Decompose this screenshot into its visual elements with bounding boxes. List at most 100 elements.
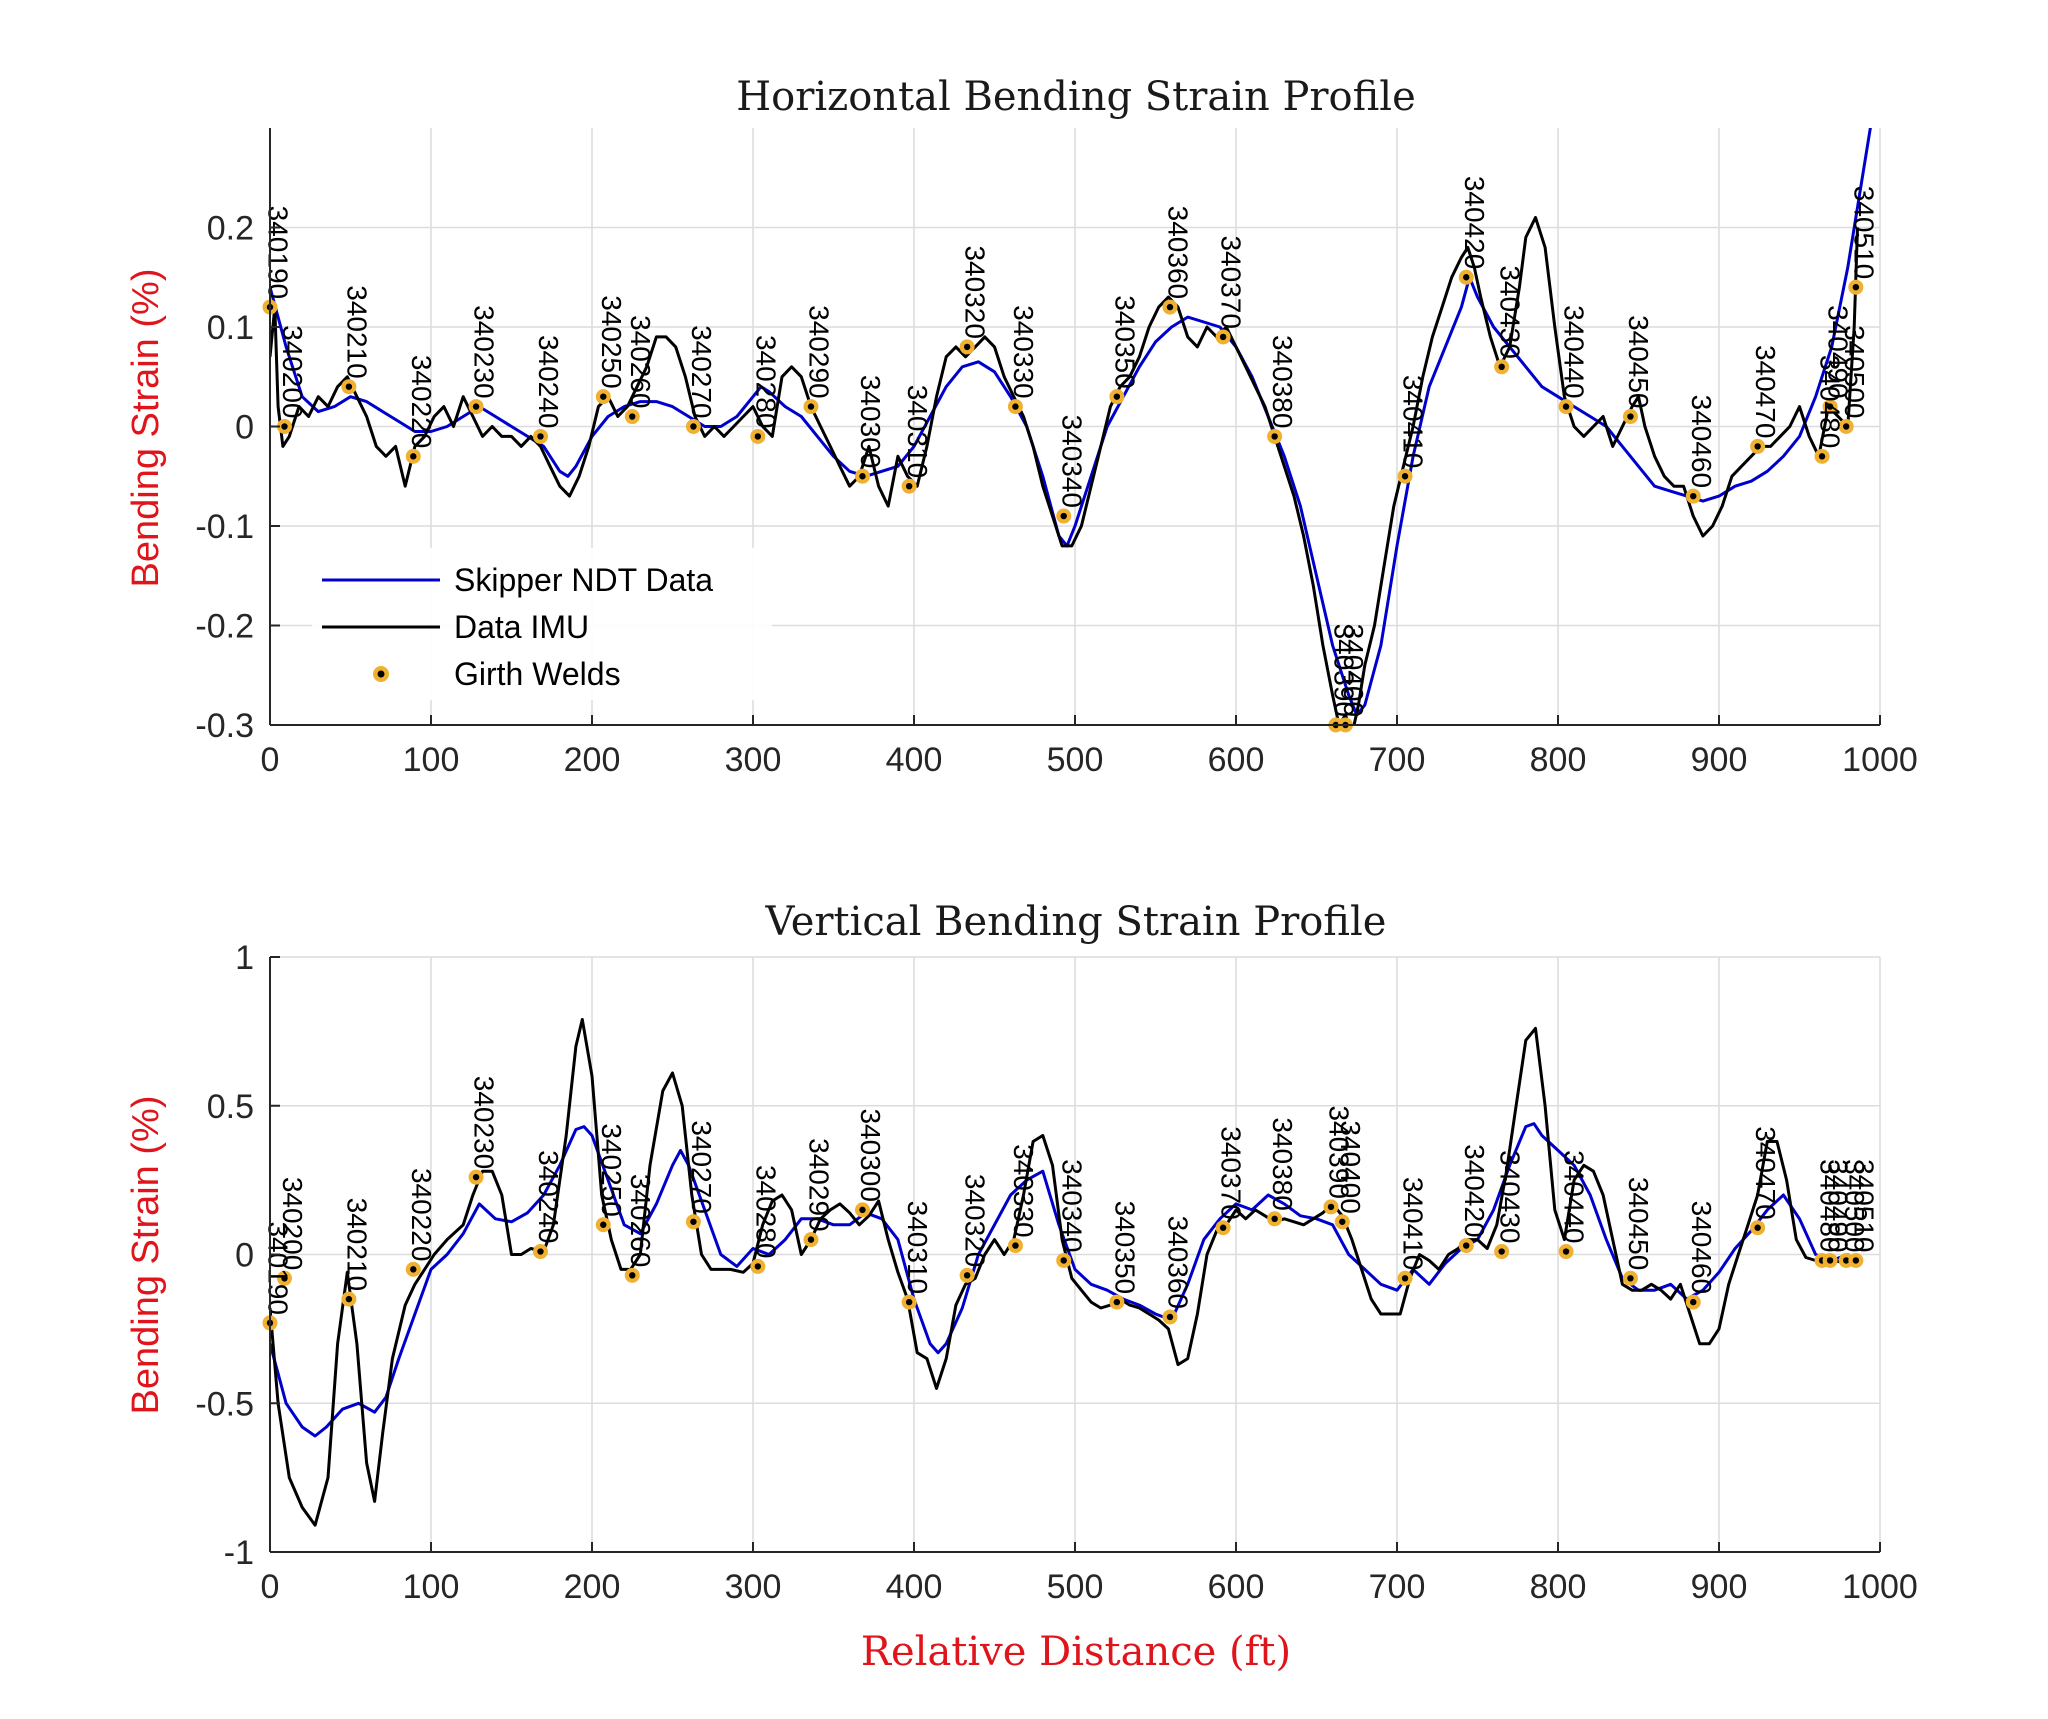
vertical-plot-axes bbox=[269, 956, 1881, 1553]
horizontal-plot-ylabel: Bending Strain (%) bbox=[125, 269, 167, 588]
horizontal-y-tick-label-2: -0.1 bbox=[195, 508, 254, 546]
vertical-x-tick-label-4: 400 bbox=[886, 1568, 943, 1606]
vertical-plot-ylabel: Bending Strain (%) bbox=[125, 1096, 167, 1415]
horizontal-weld-marker-center-12 bbox=[905, 483, 913, 490]
vertical-weld-marker-center-27 bbox=[1690, 1298, 1697, 1306]
vertical-weld-marker-center-7 bbox=[629, 1272, 636, 1279]
vertical-x-tick-label-8: 800 bbox=[1530, 1568, 1587, 1606]
vertical-weld-marker-center-2 bbox=[345, 1295, 353, 1303]
vertical-x-tick-label-7: 700 bbox=[1369, 1568, 1426, 1606]
vertical-weld-marker-center-21 bbox=[1339, 1218, 1346, 1225]
vertical-weld-label-22: 340410 bbox=[1398, 1177, 1429, 1270]
vertical-weld-label-8: 340270 bbox=[686, 1120, 717, 1213]
legend-label-imu: Data IMU bbox=[454, 609, 589, 645]
vertical-weld-label-4: 340230 bbox=[469, 1076, 500, 1169]
horizontal-weld-label-28: 340470 bbox=[1750, 345, 1781, 438]
vertical-weld-label-2: 340210 bbox=[342, 1198, 373, 1291]
horizontal-weld-label-17: 340360 bbox=[1163, 206, 1194, 299]
horizontal-plot-axes bbox=[269, 128, 1881, 726]
vertical-y-tick-label-3: 0.5 bbox=[207, 1088, 254, 1126]
horizontal-x-tick-label-8: 800 bbox=[1530, 741, 1587, 779]
horizontal-weld-marker-center-22 bbox=[1401, 473, 1409, 480]
horizontal-weld-label-19: 340380 bbox=[1267, 335, 1298, 428]
vertical-weld-marker-center-31 bbox=[1842, 1257, 1850, 1264]
vertical-skipper-ndt-line bbox=[270, 1122, 1857, 1438]
vertical-weld-marker-center-22 bbox=[1401, 1275, 1409, 1282]
vertical-weld-label-26: 340450 bbox=[1623, 1177, 1654, 1270]
horizontal-weld-label-5: 340240 bbox=[533, 335, 564, 428]
horizontal-strain-plot: Horizontal Bending Strain Profile Bendin… bbox=[125, 74, 1918, 779]
vertical-weld-marker-center-9 bbox=[754, 1263, 762, 1270]
horizontal-weld-label-20: 340390 bbox=[1328, 624, 1359, 717]
horizontal-weld-label-27: 340460 bbox=[1686, 395, 1717, 488]
vertical-weld-label-15: 340340 bbox=[1056, 1159, 1087, 1252]
vertical-y-tick-label-4: 1 bbox=[235, 939, 254, 977]
vertical-weld-label-11: 340300 bbox=[855, 1108, 886, 1201]
vertical-weld-label-12: 340310 bbox=[902, 1201, 933, 1294]
vertical-weld-marker-center-28 bbox=[1754, 1224, 1761, 1231]
horizontal-weld-label-12: 340310 bbox=[902, 385, 933, 478]
vertical-weld-marker-center-11 bbox=[859, 1206, 866, 1214]
horizontal-weld-marker-center-30 bbox=[1826, 403, 1834, 410]
vertical-weld-marker-center-25 bbox=[1562, 1248, 1570, 1255]
horizontal-weld-marker-center-27 bbox=[1690, 492, 1697, 500]
vertical-y-tick-label-1: -0.5 bbox=[195, 1385, 254, 1423]
vertical-x-tick-label-10: 1000 bbox=[1842, 1568, 1918, 1606]
horizontal-x-tick-label-7: 700 bbox=[1369, 741, 1426, 779]
horizontal-weld-marker-center-24 bbox=[1498, 363, 1505, 370]
vertical-plot-girth-welds bbox=[262, 1169, 1864, 1331]
horizontal-weld-marker-center-15 bbox=[1060, 512, 1067, 520]
legend-label-welds: Girth Welds bbox=[454, 656, 621, 692]
horizontal-weld-marker-center-26 bbox=[1627, 413, 1634, 420]
horizontal-weld-marker-center-19 bbox=[1271, 433, 1278, 440]
vertical-weld-label-13: 340320 bbox=[960, 1174, 991, 1267]
vertical-weld-label-20: 340390 bbox=[1324, 1105, 1355, 1198]
horizontal-weld-marker-center-10 bbox=[807, 403, 815, 410]
horizontal-weld-marker-center-28 bbox=[1754, 443, 1761, 450]
horizontal-weld-label-31: 340500 bbox=[1839, 325, 1870, 418]
horizontal-x-tick-label-4: 400 bbox=[886, 741, 943, 779]
horizontal-x-tick-label-3: 300 bbox=[725, 741, 782, 779]
vertical-strain-plot: Vertical Bending Strain Profile Bending … bbox=[125, 899, 1918, 1675]
horizontal-x-tick-label-0: 0 bbox=[261, 741, 280, 779]
horizontal-weld-label-11: 340300 bbox=[855, 375, 886, 468]
horizontal-weld-label-21: 340400 bbox=[1338, 624, 1369, 717]
vertical-weld-marker-center-12 bbox=[905, 1298, 913, 1306]
horizontal-plot-weld-labels: 340190 340200 340210 340220 340230 340240 3402… bbox=[263, 176, 1880, 717]
horizontal-weld-label-9: 340280 bbox=[750, 335, 781, 428]
legend-label-skipper: Skipper NDT Data bbox=[454, 562, 713, 598]
vertical-weld-label-9: 340280 bbox=[750, 1165, 781, 1258]
vertical-weld-marker-center-1 bbox=[281, 1275, 288, 1282]
horizontal-weld-marker-center-23 bbox=[1463, 274, 1470, 281]
vertical-weld-label-24: 340430 bbox=[1494, 1150, 1525, 1243]
vertical-weld-label-18: 340370 bbox=[1216, 1126, 1247, 1219]
legend-swatch-welds-center bbox=[377, 670, 385, 678]
vertical-weld-marker-center-5 bbox=[537, 1248, 544, 1255]
horizontal-weld-marker-center-25 bbox=[1562, 403, 1570, 410]
vertical-weld-label-32: 340510 bbox=[1848, 1159, 1879, 1252]
horizontal-weld-label-0: 340190 bbox=[263, 206, 294, 299]
horizontal-y-tick-label-4: 0.1 bbox=[207, 309, 254, 347]
vertical-x-tick-label-3: 300 bbox=[725, 1568, 782, 1606]
horizontal-weld-label-14: 340330 bbox=[1008, 305, 1039, 398]
vertical-weld-marker-center-14 bbox=[1012, 1242, 1019, 1249]
horizontal-weld-label-3: 340220 bbox=[406, 355, 437, 448]
vertical-weld-marker-center-26 bbox=[1627, 1275, 1634, 1282]
horizontal-y-tick-label-5: 0.2 bbox=[207, 210, 254, 248]
vertical-weld-label-30: 340490 bbox=[1823, 1159, 1854, 1252]
vertical-x-tick-label-5: 500 bbox=[1047, 1568, 1104, 1606]
horizontal-weld-label-8: 340270 bbox=[686, 325, 717, 418]
horizontal-x-tick-label-5: 500 bbox=[1047, 741, 1104, 779]
horizontal-weld-marker-center-8 bbox=[690, 423, 697, 430]
vertical-weld-marker-center-3 bbox=[410, 1266, 417, 1273]
vertical-weld-marker-center-30 bbox=[1826, 1257, 1834, 1264]
vertical-weld-label-6: 340250 bbox=[596, 1123, 627, 1216]
horizontal-weld-marker-center-17 bbox=[1166, 303, 1174, 311]
vertical-weld-marker-center-18 bbox=[1219, 1224, 1227, 1231]
horizontal-weld-label-26: 340450 bbox=[1623, 315, 1654, 408]
horizontal-weld-label-24: 340430 bbox=[1494, 265, 1525, 358]
horizontal-y-tick-label-0: -0.3 bbox=[195, 707, 254, 745]
